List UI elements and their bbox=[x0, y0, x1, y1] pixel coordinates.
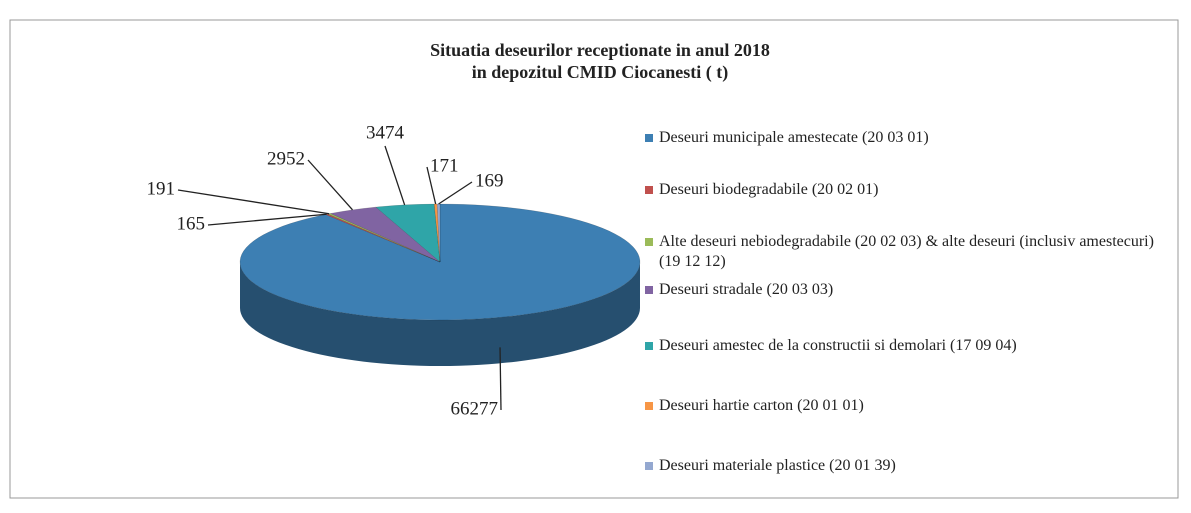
legend: Deseuri municipale amestecate (20 03 01)… bbox=[645, 128, 1175, 476]
leader-line bbox=[384, 145, 406, 206]
data-label: 2952 bbox=[267, 148, 305, 169]
chart-title: in depozitul CMID Ciocanesti ( t) bbox=[472, 62, 728, 83]
leader-line bbox=[499, 347, 502, 411]
legend-label: Deseuri municipale amestecate (20 03 01) bbox=[659, 129, 929, 146]
data-label: 191 bbox=[147, 178, 176, 199]
legend-label: Deseuri biodegradabile (20 02 01) bbox=[659, 181, 879, 198]
slice-side bbox=[240, 262, 640, 366]
data-label: 165 bbox=[177, 213, 206, 234]
slice-top bbox=[329, 206, 441, 263]
slice-top bbox=[375, 203, 441, 263]
chart-title: Situatia deseurilor receptionate in anul… bbox=[430, 40, 770, 60]
leader-line bbox=[438, 181, 473, 205]
legend-label: Deseuri amestec de la constructii si dem… bbox=[659, 337, 1017, 354]
data-label: 66277 bbox=[451, 398, 499, 419]
leader-line bbox=[207, 213, 327, 226]
legend-label: Deseuri stradale (20 03 03) bbox=[659, 281, 834, 298]
data-label: 171 bbox=[430, 155, 459, 176]
pie-slice bbox=[239, 203, 641, 366]
legend-swatch bbox=[645, 286, 653, 294]
legend-item: Deseuri materiale plastice (20 01 39) bbox=[645, 456, 1175, 476]
pie-slice bbox=[433, 203, 441, 263]
legend-label: Alte deseuri nebiodegradabile (20 02 03)… bbox=[659, 233, 1154, 270]
legend-swatch bbox=[645, 402, 653, 410]
pie-slice bbox=[329, 206, 441, 263]
legend-item: Deseuri biodegradabile (20 02 01) bbox=[645, 180, 1175, 200]
chart-border bbox=[9, 19, 1179, 499]
legend-item: Deseuri hartie carton (20 01 01) bbox=[645, 396, 1175, 416]
legend-label: Deseuri hartie carton (20 01 01) bbox=[659, 397, 864, 414]
data-label: 3474 bbox=[366, 122, 405, 143]
legend-swatch bbox=[645, 342, 653, 350]
legend-swatch bbox=[645, 238, 653, 246]
legend-item: Alte deseuri nebiodegradabile (20 02 03)… bbox=[645, 232, 1175, 272]
legend-swatch bbox=[645, 134, 653, 142]
slice-top bbox=[239, 203, 641, 321]
legend-item: Deseuri amestec de la constructii si dem… bbox=[645, 336, 1175, 356]
legend-swatch bbox=[645, 462, 653, 470]
legend-item: Deseuri stradale (20 03 03) bbox=[645, 280, 1175, 300]
legend-swatch bbox=[645, 186, 653, 194]
leader-line bbox=[307, 159, 353, 211]
legend-label: Deseuri materiale plastice (20 01 39) bbox=[659, 457, 896, 474]
data-label: 169 bbox=[475, 170, 504, 191]
slice-top bbox=[433, 203, 441, 263]
leader-line bbox=[426, 166, 437, 205]
leader-line bbox=[177, 189, 330, 215]
legend-item: Deseuri municipale amestecate (20 03 01) bbox=[645, 128, 1175, 148]
pie-slice bbox=[375, 203, 441, 263]
